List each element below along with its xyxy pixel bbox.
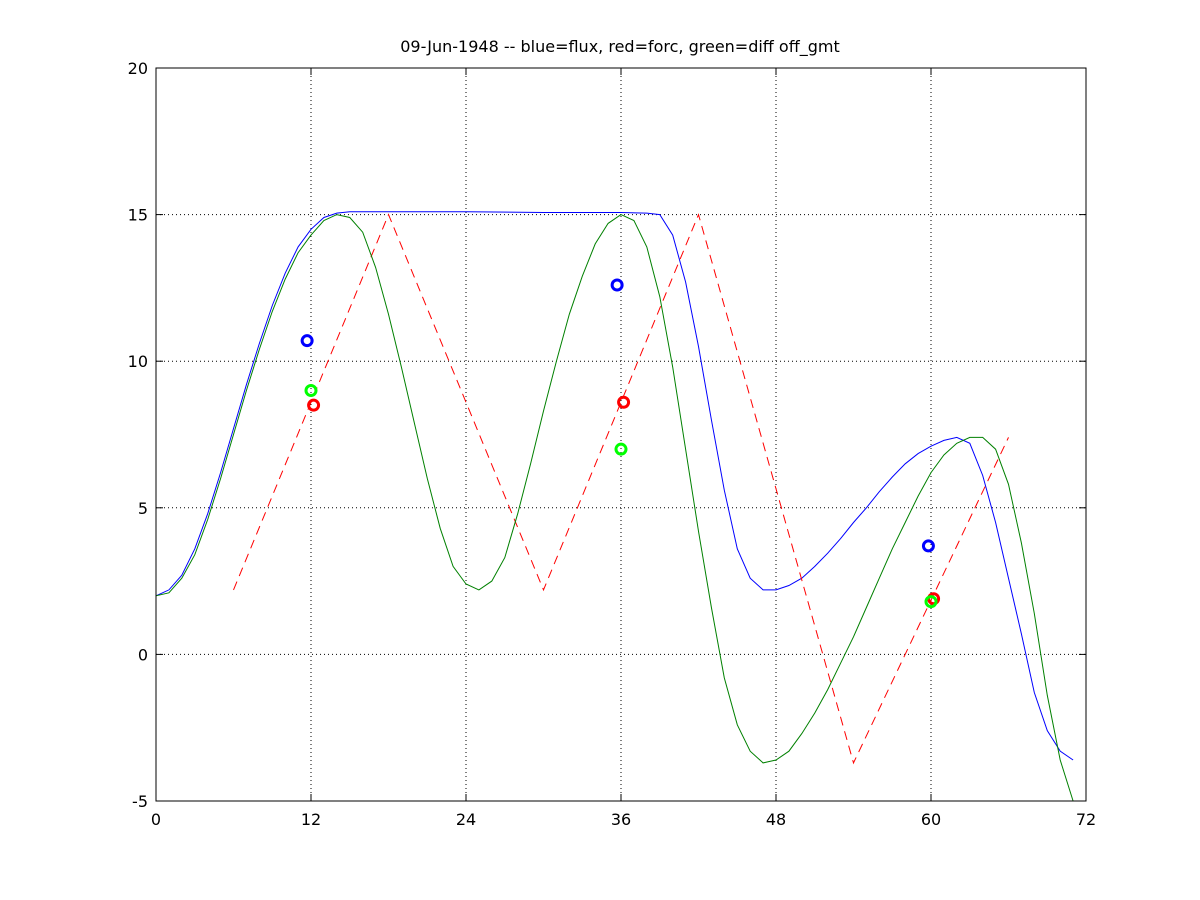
x-tick-label: 24 xyxy=(456,810,476,829)
series-line-2 xyxy=(155,214,1074,802)
y-tick-label: 20 xyxy=(128,59,148,78)
y-tick-label: 0 xyxy=(138,645,148,664)
x-tick-label: 72 xyxy=(1076,810,1096,829)
y-tick-label: 5 xyxy=(138,499,148,518)
marker-layer xyxy=(300,278,941,609)
x-tick-label: 48 xyxy=(766,810,786,829)
circle-marker xyxy=(300,334,314,348)
circle-marker xyxy=(614,442,628,456)
x-tick-label: 36 xyxy=(611,810,631,829)
x-tick-label: 12 xyxy=(301,810,321,829)
circle-marker xyxy=(921,539,935,553)
series-line-0 xyxy=(155,211,1074,761)
x-tick-label: 0 xyxy=(151,810,161,829)
y-tick-label: -5 xyxy=(132,792,148,811)
circle-marker xyxy=(924,595,938,609)
y-tick-label: 10 xyxy=(128,352,148,371)
x-tick-label: 60 xyxy=(921,810,941,829)
series-layer xyxy=(155,211,1074,802)
circle-marker xyxy=(307,398,321,412)
circle-marker xyxy=(304,384,318,398)
y-tick-label: 15 xyxy=(128,206,148,225)
circle-marker xyxy=(610,278,624,292)
chart-title: 09-Jun-1948 -- blue=flux, red=forc, gree… xyxy=(400,37,840,57)
circle-marker xyxy=(617,395,631,409)
series-line-1 xyxy=(233,213,1009,765)
plot-area xyxy=(156,68,1086,801)
